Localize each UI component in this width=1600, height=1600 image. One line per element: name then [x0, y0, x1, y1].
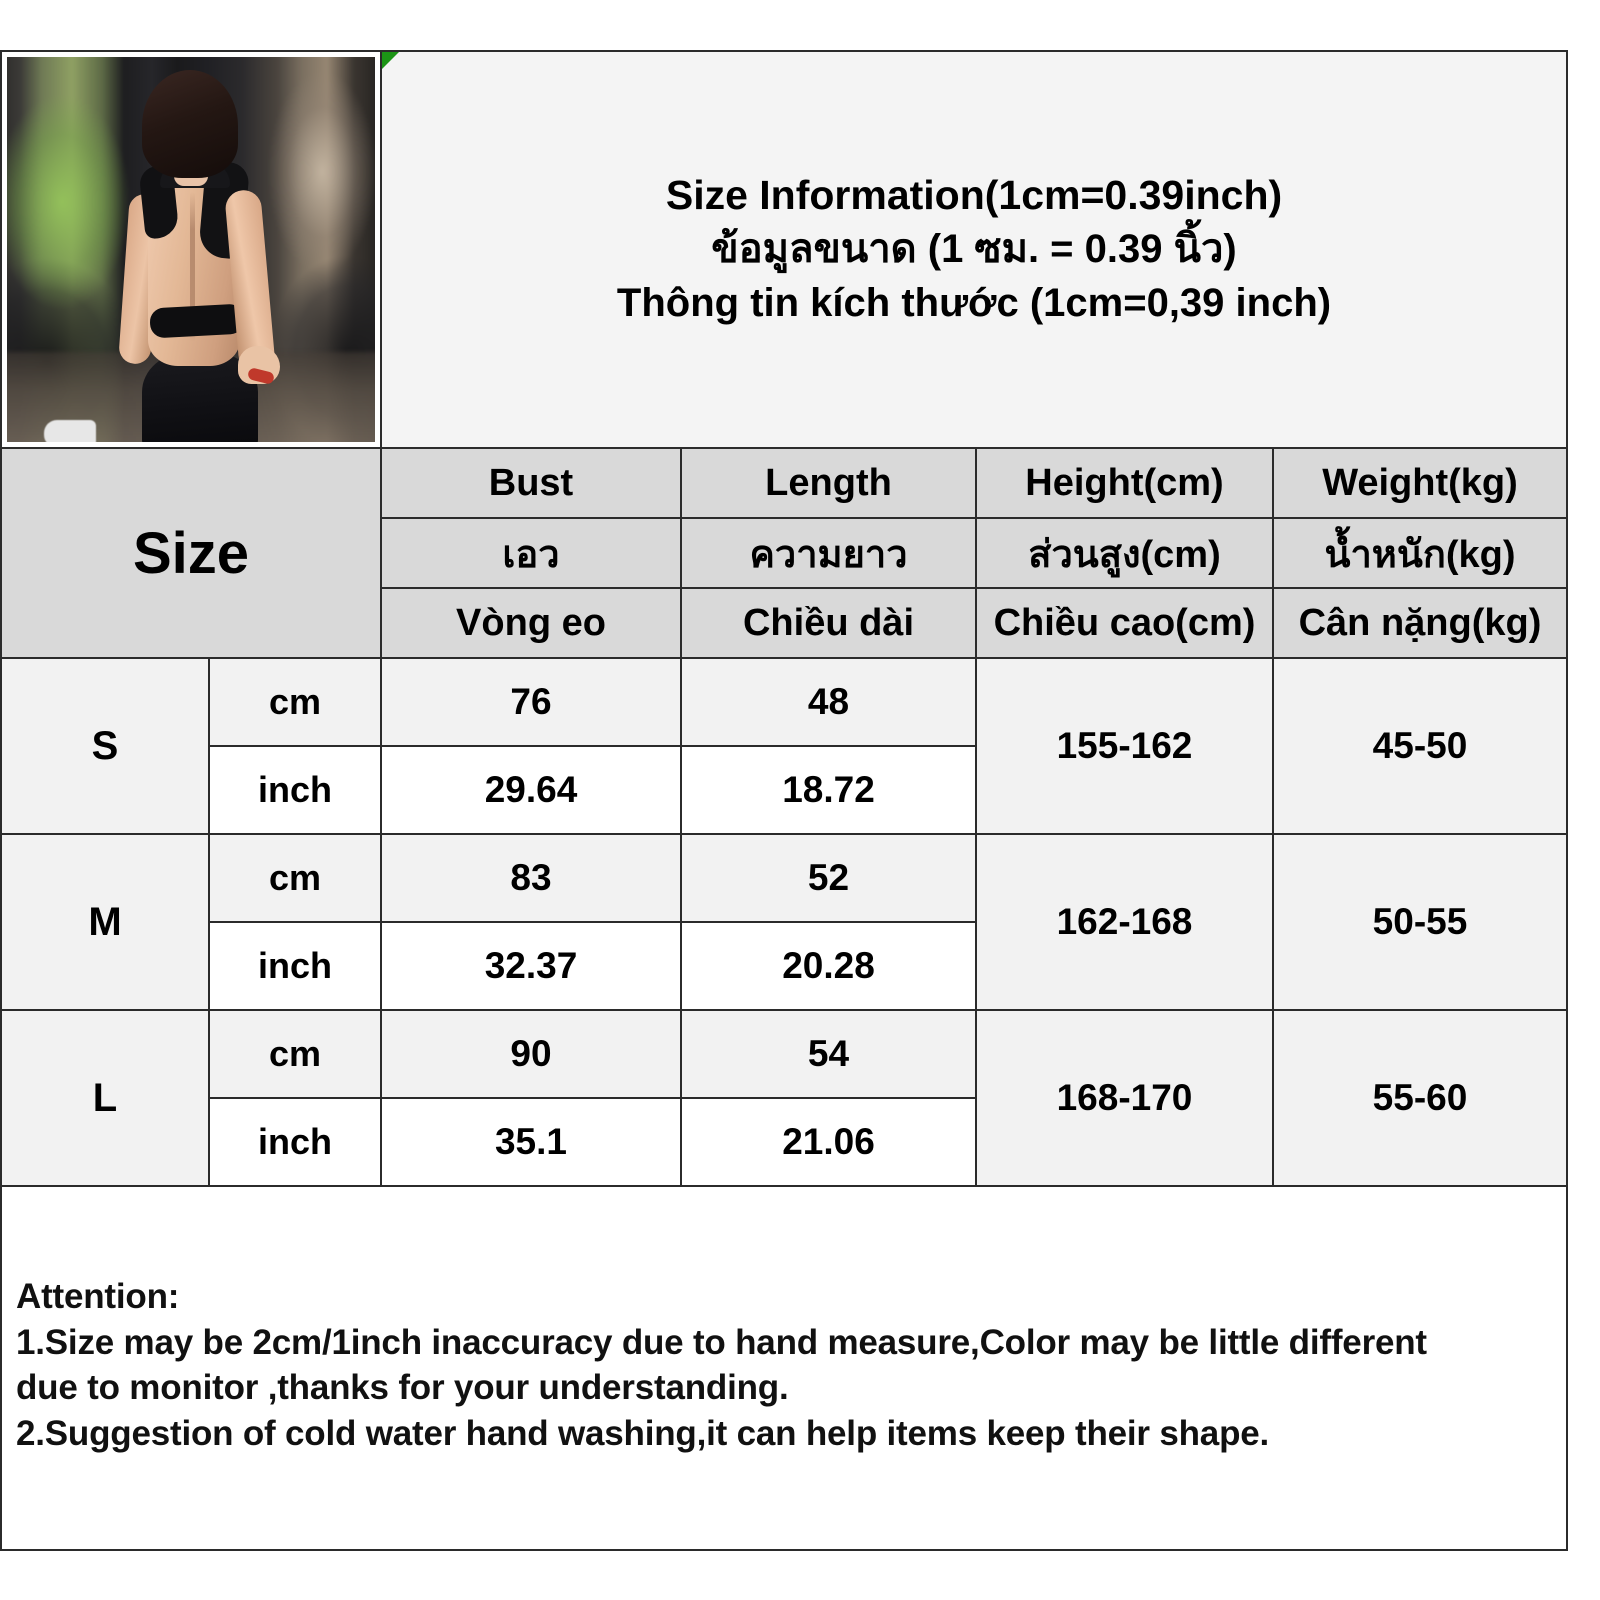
bust-inch-m: 32.37 [380, 921, 682, 1011]
header-row-thai: เอว ความยาว ส่วนสูง(cm) น้ำหนัก(kg) [1, 517, 1568, 589]
spine-shading [190, 192, 195, 342]
weight-range-m: 50-55 [1272, 833, 1568, 1011]
table-row: S cm 76 48 155-162 45-50 [0, 657, 1568, 835]
table-row: M cm 83 52 162-168 50-55 [0, 833, 1568, 1011]
length-inch-s: 18.72 [680, 745, 977, 835]
header-weight-th: น้ำหนัก(kg) [1272, 517, 1568, 589]
header-banner-row: Size Information(1cm=0.39inch) ข้อมูลขนา… [0, 50, 1568, 449]
title-cell: Size Information(1cm=0.39inch) ข้อมูลขนา… [380, 50, 1568, 449]
header-row-english: Size Bust Length Height(cm) Weight(kg) [0, 447, 1568, 659]
unit-cell-inch: inch [208, 921, 382, 1011]
weight-range-l: 55-60 [1272, 1009, 1568, 1187]
table-row: inch 29.64 18.72 [1, 745, 1567, 835]
title-english: Size Information(1cm=0.39inch) [665, 172, 1283, 219]
header-bust-th: เอว [380, 517, 682, 589]
header-length-en: Length [680, 447, 977, 519]
table-row: inch 32.37 20.28 [1, 921, 1567, 1011]
unit-cell-cm: cm [208, 657, 382, 747]
bust-inch-l: 35.1 [380, 1097, 682, 1187]
unit-cell-inch: inch [208, 745, 382, 835]
height-range-m: 162-168 [975, 833, 1274, 1011]
bust-inch-s: 29.64 [380, 745, 682, 835]
product-photo [2, 52, 380, 447]
attention-heading: Attention: [16, 1277, 180, 1316]
header-row-vietnamese: Vòng eo Chiều dài Chiều cao(cm) Cân nặng… [1, 587, 1568, 659]
hair-shape [142, 70, 238, 178]
table-row: L cm 90 54 168-170 55-60 [0, 1009, 1568, 1187]
model-figure [44, 70, 288, 447]
length-inch-m: 20.28 [680, 921, 977, 1011]
bust-cm-l: 90 [380, 1009, 682, 1099]
header-bust-en: Bust [380, 447, 682, 519]
attention-row: Attention: 1.Size may be 2cm/1inch inacc… [0, 1185, 1568, 1551]
product-photo-cell [0, 50, 382, 449]
title-vietnamese: Thông tin kích thước (1cm=0,39 inch) [616, 280, 1332, 325]
height-range-l: 168-170 [975, 1009, 1274, 1187]
attention-note-2: 2.Suggestion of cold water hand washing,… [16, 1413, 1270, 1453]
size-cell-s: S [0, 657, 210, 835]
header-height-en: Height(cm) [975, 447, 1274, 519]
header-weight-en: Weight(kg) [1272, 447, 1568, 519]
shoe-shape [44, 420, 96, 447]
header-bust-vi: Vòng eo [380, 587, 682, 659]
length-cm-s: 48 [680, 657, 977, 747]
bust-cm-s: 76 [380, 657, 682, 747]
height-range-s: 155-162 [975, 657, 1274, 835]
size-cell-m: M [0, 833, 210, 1011]
green-triangle-marker [382, 52, 399, 69]
size-cell-l: L [0, 1009, 210, 1187]
header-height-th: ส่วนสูง(cm) [975, 517, 1274, 589]
unit-cell-inch: inch [208, 1097, 382, 1187]
bust-cm-m: 83 [380, 833, 682, 923]
length-cm-m: 52 [680, 833, 977, 923]
unit-cell-cm: cm [208, 833, 382, 923]
header-length-th: ความยาว [680, 517, 977, 589]
table-row: inch 35.1 21.06 [1, 1097, 1567, 1187]
attention-note-1a: 1.Size may be 2cm/1inch inaccuracy due t… [16, 1322, 1427, 1362]
header-height-vi: Chiều cao(cm) [975, 587, 1274, 659]
attention-note-1b: due to monitor ,thanks for your understa… [16, 1368, 789, 1407]
header-weight-vi: Cân nặng(kg) [1272, 587, 1568, 659]
size-chart-table: Size Information(1cm=0.39inch) ข้อมูลขนา… [0, 50, 1568, 1551]
bra-lower-band [149, 303, 245, 339]
length-cm-l: 54 [680, 1009, 977, 1099]
unit-cell-cm: cm [208, 1009, 382, 1099]
size-label: Size [0, 447, 382, 659]
weight-range-s: 45-50 [1272, 657, 1568, 835]
title-thai: ข้อมูลขนาด (1 ซม. = 0.39 นิ้ว) [711, 227, 1237, 272]
length-inch-l: 21.06 [680, 1097, 977, 1187]
header-length-vi: Chiều dài [680, 587, 977, 659]
attention-cell: Attention: 1.Size may be 2cm/1inch inacc… [0, 1185, 1568, 1551]
